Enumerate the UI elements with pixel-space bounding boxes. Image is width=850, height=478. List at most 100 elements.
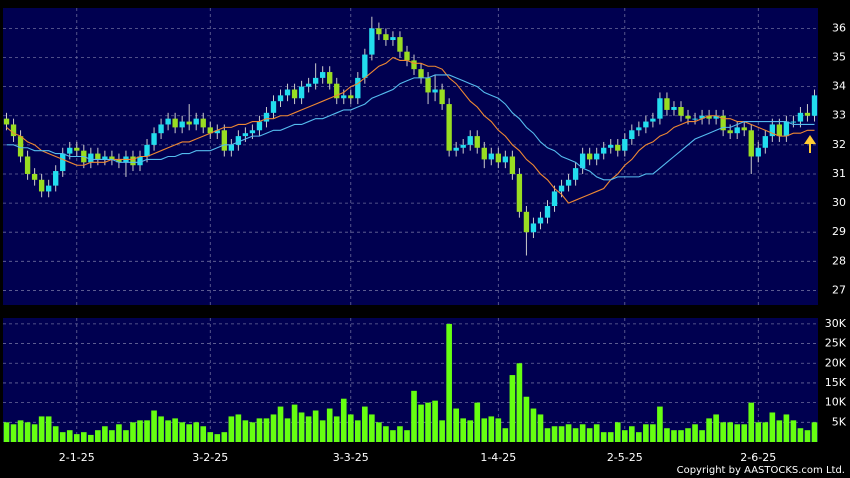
candle-body — [256, 121, 263, 131]
candle-body — [298, 86, 305, 99]
candle-body — [481, 147, 487, 160]
candle-body — [355, 77, 361, 99]
candle-body — [537, 217, 544, 224]
volume-bar — [144, 420, 150, 442]
volume-bar — [755, 422, 762, 442]
candle-body — [797, 112, 804, 122]
candle-body — [411, 60, 417, 70]
candle-body — [474, 136, 480, 148]
candle-body — [769, 124, 776, 137]
candle-body — [109, 156, 115, 160]
volume-bar — [685, 428, 691, 442]
volume-bar — [390, 430, 396, 442]
volume-bar — [31, 424, 38, 442]
volume-bar — [636, 432, 642, 442]
candle-body — [24, 156, 31, 174]
volume-bar — [214, 434, 221, 442]
candle-body — [748, 130, 754, 157]
y-tick-label: 27 — [832, 283, 846, 296]
volume-bar — [284, 418, 291, 442]
volume-bar — [671, 430, 677, 442]
volume-bar — [137, 420, 143, 442]
candle-body — [439, 89, 445, 105]
moving-average-line — [6, 56, 815, 204]
candle-body — [446, 104, 452, 151]
volume-bar — [488, 416, 495, 442]
volume-bar — [418, 404, 424, 442]
volume-bar — [460, 418, 467, 442]
candle-body — [418, 69, 424, 78]
volume-bar — [347, 414, 354, 442]
volume-bar — [741, 424, 748, 442]
candle-body — [186, 121, 192, 125]
candle-body — [207, 127, 213, 134]
volume-bar — [502, 428, 509, 442]
candle-body — [291, 89, 298, 99]
volume-bar — [692, 424, 698, 442]
candle-body — [734, 127, 740, 134]
volume-bar — [52, 426, 59, 442]
y-tick-label: 32 — [832, 138, 846, 151]
volume-bar — [130, 422, 136, 442]
candle-body — [657, 98, 663, 119]
candle-body — [776, 124, 783, 137]
candle-body — [102, 156, 108, 160]
volume-bar — [228, 416, 235, 442]
volume-bar — [383, 426, 389, 442]
volume-bar — [706, 418, 712, 442]
candle-body — [312, 77, 319, 84]
volume-bar — [165, 420, 171, 442]
candle-body — [348, 95, 354, 99]
candle-body — [720, 115, 726, 131]
candle-body — [453, 147, 459, 151]
volume-bar — [340, 398, 347, 442]
candle-body — [151, 133, 157, 145]
candle-body — [10, 124, 17, 137]
volume-bar — [235, 414, 242, 442]
volume-bar — [397, 426, 403, 442]
candle-body — [467, 136, 473, 145]
volume-bar — [151, 410, 157, 442]
volume-bar — [650, 424, 656, 442]
candle-body — [811, 95, 818, 116]
volume-bar — [509, 375, 516, 442]
volume-bar — [804, 430, 811, 442]
volume-bar — [678, 430, 684, 442]
candle-body — [277, 95, 284, 102]
x-tick-label: 3-2-25 — [192, 451, 228, 464]
candle-body — [284, 89, 291, 96]
candle-body — [488, 153, 494, 160]
volume-bar — [664, 428, 670, 442]
candle-body — [242, 133, 249, 137]
candle-body — [629, 130, 635, 140]
volume-bar — [586, 428, 593, 442]
candle-body — [615, 144, 621, 151]
candle-body — [516, 173, 523, 212]
volume-bar — [95, 430, 101, 442]
volume-bar — [24, 422, 31, 442]
volume-bar — [439, 420, 445, 442]
candle-body — [397, 37, 403, 52]
volume-bar — [748, 402, 755, 442]
volume-bar — [565, 424, 572, 442]
volume-bar — [256, 418, 263, 442]
candle-body — [38, 179, 45, 192]
volume-bar — [305, 416, 312, 442]
x-tick-label: 2-1-25 — [59, 451, 95, 464]
volume-bar — [699, 430, 705, 442]
candle-body — [235, 136, 242, 145]
volume-bar — [797, 428, 804, 442]
volume-bar — [720, 422, 726, 442]
candle-body — [530, 223, 537, 233]
volume-bar — [249, 422, 256, 442]
volume-bar — [790, 420, 797, 442]
volume-bar — [811, 422, 818, 442]
volume-bar — [109, 430, 115, 442]
candle-body — [404, 51, 410, 61]
volume-bar — [593, 424, 600, 442]
volume-bar — [776, 420, 783, 442]
volume-bar — [621, 430, 628, 442]
candle-body — [390, 37, 396, 41]
volume-bar — [3, 422, 10, 442]
